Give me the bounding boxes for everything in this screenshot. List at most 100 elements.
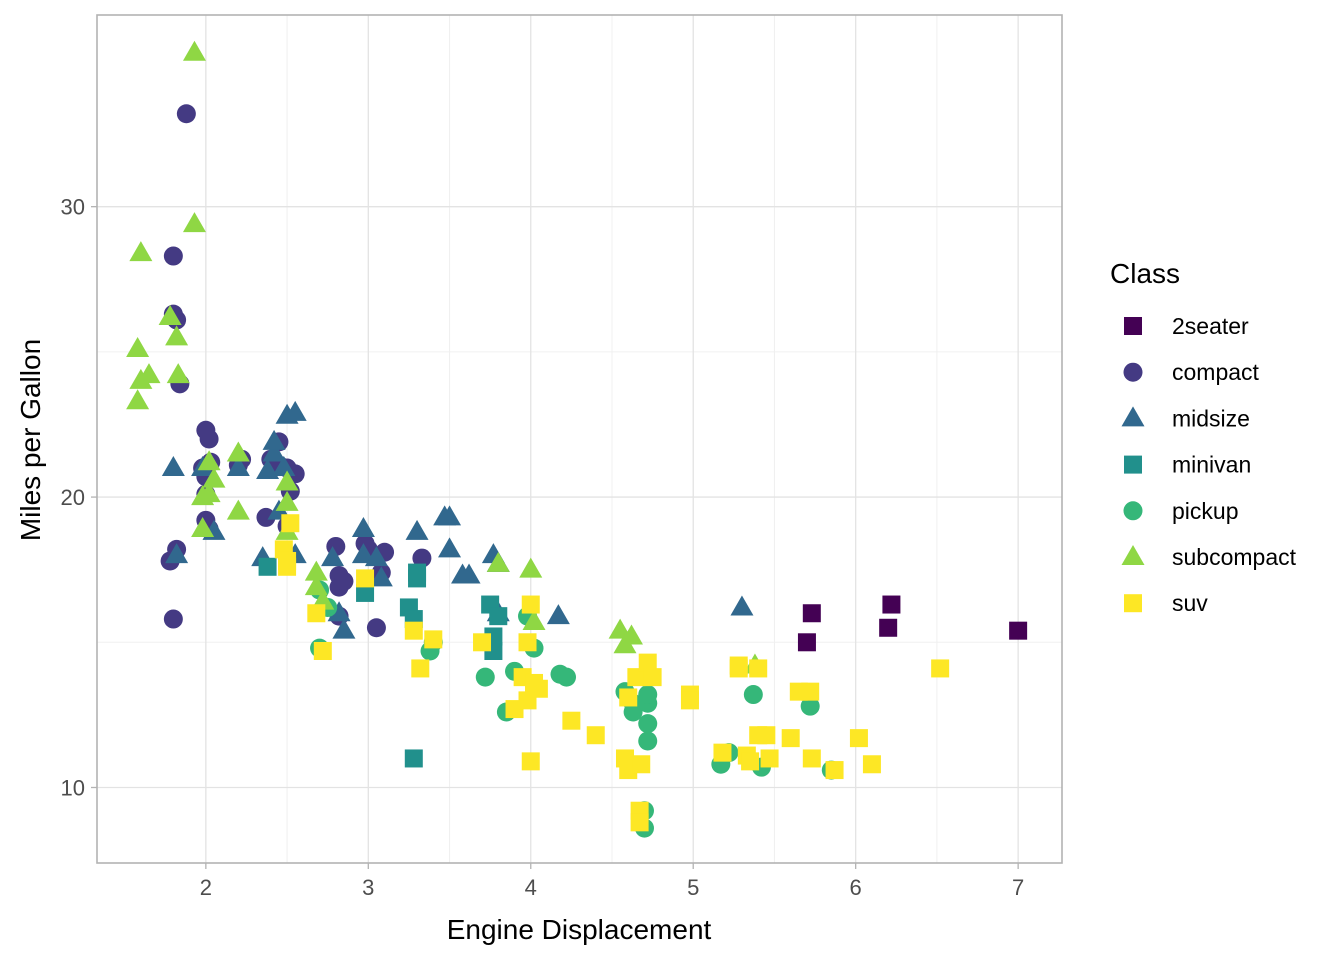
data-point-subcompact [275, 490, 299, 511]
x-axis-title: Engine Displacement [447, 914, 712, 945]
data-point-compact [163, 609, 183, 629]
grid [97, 15, 1062, 863]
x-tick-label: 5 [687, 875, 699, 900]
legend-label-suv: suv [1172, 590, 1208, 616]
data-point-midsize [438, 537, 462, 558]
data-point-midsize [262, 429, 286, 450]
y-tick-label: 10 [61, 775, 85, 800]
data-point-pickup [557, 667, 577, 687]
data-point-suv [562, 711, 581, 730]
data-point-suv [411, 659, 430, 678]
legend-label-midsize: midsize [1172, 405, 1250, 431]
data-point-suv [760, 749, 779, 768]
data-point-2seater [882, 595, 901, 614]
data-point-midsize [321, 546, 345, 567]
legend-label-2seater: 2seater [1172, 313, 1249, 339]
data-point-subcompact [619, 624, 643, 645]
data-point-suv [627, 668, 646, 687]
data-point-subcompact [519, 557, 543, 578]
data-point-midsize [405, 519, 429, 540]
data-point-pickup [638, 731, 658, 751]
legend-key-midsize [1121, 406, 1145, 427]
data-point-subcompact [197, 482, 221, 503]
data-point-subcompact [226, 441, 250, 462]
data-point-suv [404, 621, 423, 640]
legend-label-compact: compact [1172, 359, 1260, 385]
data-point-suv [801, 682, 820, 701]
data-point-suv [680, 691, 699, 710]
data-point-suv [630, 813, 649, 832]
data-point-suv [529, 679, 548, 698]
data-point-compact [412, 548, 432, 568]
data-point-suv [638, 653, 657, 672]
legend-key-pickup [1123, 501, 1143, 521]
data-point-subcompact [137, 363, 161, 384]
data-point-pickup [800, 696, 820, 716]
data-point-suv [749, 659, 768, 678]
data-point-midsize [256, 458, 280, 479]
data-point-pickup [638, 685, 658, 705]
x-axis-ticks: 2 3 4 5 6 7 [200, 863, 1024, 900]
data-point-midsize [351, 517, 375, 538]
y-tick-label: 20 [61, 485, 85, 510]
legend-label-minivan: minivan [1172, 452, 1251, 478]
data-point-midsize [327, 601, 351, 622]
data-point-subcompact [304, 575, 328, 596]
data-point-suv [757, 726, 776, 745]
data-point-midsize [283, 400, 307, 421]
data-point-midsize [351, 543, 375, 564]
x-tick-label: 7 [1012, 875, 1024, 900]
data-point-midsize [546, 604, 570, 625]
data-point-subcompact [191, 517, 215, 538]
data-point-subcompact [275, 470, 299, 491]
data-point-compact [163, 246, 183, 266]
data-point-suv [307, 604, 326, 623]
data-point-subcompact [158, 305, 182, 326]
data-point-minivan [489, 607, 508, 626]
data-point-suv [356, 569, 375, 588]
data-point-subcompact [608, 618, 632, 639]
data-point-subcompact [486, 551, 510, 572]
legend-key-subcompact [1121, 545, 1145, 565]
data-point-2seater [879, 618, 898, 637]
data-point-subcompact [182, 212, 206, 233]
data-point-suv [313, 642, 332, 660]
data-point-suv [825, 761, 844, 780]
data-point-suv [931, 659, 950, 678]
data-point-subcompact [304, 560, 328, 581]
legend-key-2seater [1124, 317, 1142, 335]
y-tick-label: 30 [61, 195, 85, 220]
data-point-minivan [408, 563, 427, 582]
data-point-subcompact [226, 499, 250, 520]
data-point-minivan [356, 583, 375, 602]
data-point-suv [632, 755, 651, 774]
data-point-suv [281, 514, 300, 533]
legend-title: Class [1110, 258, 1180, 289]
data-point-midsize [332, 618, 356, 639]
data-point-subcompact [202, 467, 226, 488]
data-point-midsize [730, 595, 754, 616]
legend-items: 2seater compact midsize minivan pickup subcom… [1121, 313, 1297, 616]
data-point-suv [713, 743, 732, 762]
data-point-midsize [161, 456, 185, 477]
data-point-subcompact [522, 609, 546, 630]
legend-label-pickup: pickup [1172, 498, 1238, 524]
x-tick-label: 3 [362, 875, 374, 900]
data-point-subcompact [126, 336, 150, 357]
data-point-minivan [404, 749, 423, 768]
data-point-suv [521, 595, 540, 614]
data-point-subcompact [126, 389, 150, 410]
data-point-suv [802, 749, 821, 768]
data-point-midsize [364, 546, 388, 567]
data-point-midsize [438, 505, 462, 526]
data-point-pickup [475, 667, 495, 687]
data-point-compact [334, 571, 354, 591]
x-tick-label: 2 [200, 875, 212, 900]
data-point-compact [256, 507, 276, 527]
legend-key-minivan [1124, 455, 1142, 474]
data-point-suv [619, 688, 638, 707]
data-point-compact [199, 429, 219, 449]
legend-key-suv [1124, 594, 1142, 613]
data-point-subcompact [129, 241, 153, 262]
